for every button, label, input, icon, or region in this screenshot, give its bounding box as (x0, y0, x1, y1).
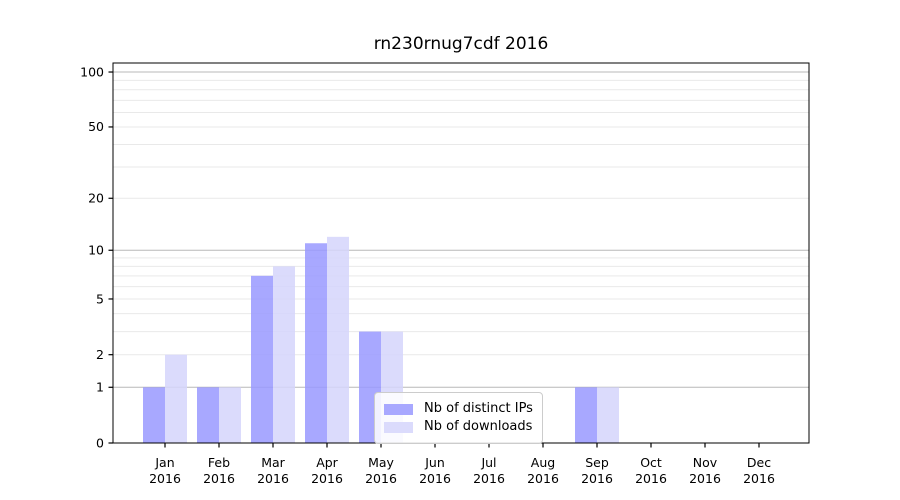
bar-nb-of-downloads (165, 354, 187, 443)
y-tick-label: 20 (88, 191, 104, 206)
x-tick-label-year: 2016 (743, 471, 775, 486)
x-tick-label-year: 2016 (365, 471, 397, 486)
chart-title: rn230rnug7cdf 2016 (373, 34, 549, 54)
x-tick-label-year: 2016 (527, 471, 559, 486)
x-tick-label-year: 2016 (149, 471, 181, 486)
legend-item-distinct-ips: Nb of distinct IPs (384, 401, 533, 417)
x-tick-label-month: Jun (424, 455, 445, 470)
plot-border (112, 62, 810, 444)
y-tick-label: 50 (88, 119, 104, 134)
x-tick-label-month: Aug (531, 455, 555, 470)
x-tick-label-year: 2016 (419, 471, 451, 486)
x-tick-label-month: Oct (640, 455, 662, 470)
legend-item-downloads: Nb of downloads (384, 419, 533, 435)
bar-nb-of-distinct-ips (251, 275, 273, 443)
x-tick-label-month: Feb (208, 455, 230, 470)
bar-nb-of-distinct-ips (305, 243, 327, 443)
bar-nb-of-distinct-ips (575, 387, 597, 443)
x-tick-label-month: Sep (585, 455, 609, 470)
x-tick-label-year: 2016 (473, 471, 505, 486)
y-tick-label: 5 (96, 291, 104, 306)
bar-nb-of-distinct-ips (197, 387, 219, 443)
bar-nb-of-downloads (597, 387, 619, 443)
bar-nb-of-downloads (273, 266, 295, 443)
y-tick-label: 2 (96, 347, 104, 362)
legend-swatch-distinct-ips-icon (384, 403, 413, 415)
x-tick-label-month: May (368, 455, 394, 470)
x-tick-label-year: 2016 (257, 471, 289, 486)
legend-swatch-downloads-icon (384, 421, 413, 433)
legend-label-downloads: Nb of downloads (424, 419, 533, 434)
y-tick-label: 10 (88, 243, 104, 258)
x-tick-label-month: Jan (154, 455, 174, 470)
bar-nb-of-distinct-ips (143, 387, 165, 443)
y-tick-label: 100 (80, 64, 104, 79)
x-tick-label-month: Nov (693, 455, 718, 470)
bar-nb-of-downloads (219, 387, 241, 443)
x-tick-label-month: Jul (480, 455, 496, 470)
x-tick-label-month: Apr (316, 455, 338, 470)
bar-nb-of-downloads (327, 236, 349, 443)
x-tick-label-month: Mar (261, 455, 285, 470)
x-tick-label-year: 2016 (689, 471, 721, 486)
legend: Nb of distinct IPs Nb of downloads (374, 392, 543, 444)
x-tick-label-year: 2016 (635, 471, 667, 486)
x-tick-label-month: Dec (747, 455, 771, 470)
x-tick-label-year: 2016 (581, 471, 613, 486)
x-tick-label-year: 2016 (203, 471, 235, 486)
y-tick-label: 0 (96, 435, 104, 450)
y-tick-label: 1 (96, 380, 104, 395)
x-tick-label-year: 2016 (311, 471, 343, 486)
legend-label-distinct-ips: Nb of distinct IPs (424, 401, 533, 416)
